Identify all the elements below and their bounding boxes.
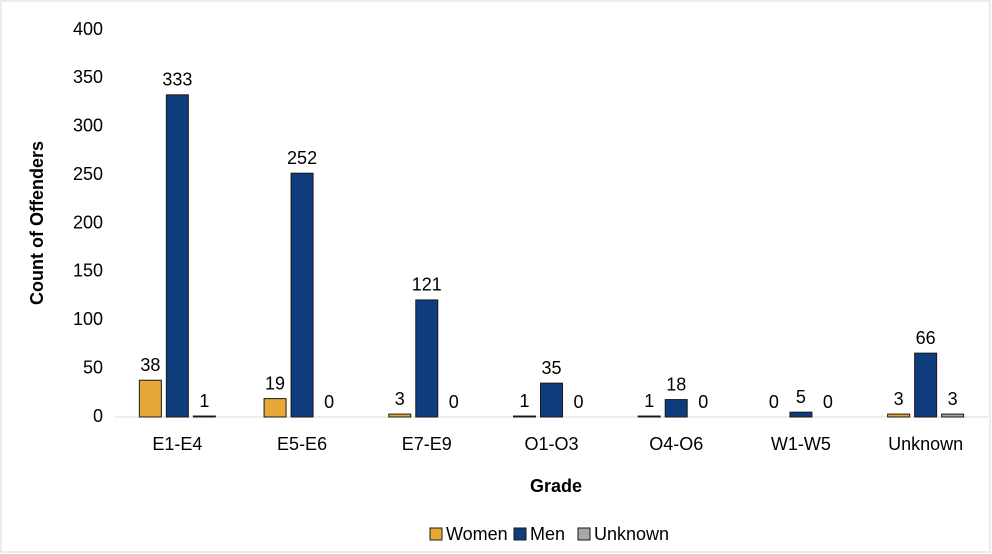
data-label: 1 [519,391,529,411]
data-label: 35 [541,358,561,378]
data-label: 66 [916,328,936,348]
data-label: 1 [644,391,654,411]
x-tick-label: Unknown [888,434,963,454]
legend-label: Men [530,524,565,544]
legend-label: Unknown [594,524,669,544]
data-label: 3 [948,389,958,409]
x-tick-label: O4-O6 [649,434,703,454]
x-tick-label: E7-E9 [402,434,452,454]
y-tick-label: 100 [73,309,103,329]
x-tick-label: E1-E4 [152,434,202,454]
y-tick-label: 150 [73,261,103,281]
data-label: 5 [796,387,806,407]
data-label: 19 [265,373,285,393]
legend-swatch [513,527,527,541]
bar [165,94,189,418]
data-label: 18 [666,374,686,394]
bar [664,399,688,418]
data-label: 0 [324,392,334,412]
data-label: 0 [823,392,833,412]
data-label: 0 [769,392,779,412]
bar [887,413,911,418]
bar [941,413,965,418]
data-label: 121 [412,275,442,295]
y-tick-label: 400 [73,19,103,39]
x-tick-label: E5-E6 [277,434,327,454]
bar [637,415,661,418]
y-tick-label: 50 [83,357,103,377]
legend-swatch [429,527,443,541]
data-label: 0 [449,392,459,412]
x-tick-label: O1-O3 [524,434,578,454]
bar [789,411,813,418]
bar [263,398,287,418]
bar [192,415,216,418]
bar [138,379,162,418]
data-label: 1 [199,391,209,411]
legend-label: Women [446,524,508,544]
y-tick-label: 250 [73,164,103,184]
bar [415,299,439,418]
bar [914,352,938,418]
data-label: 38 [140,355,160,375]
data-label: 333 [162,70,192,90]
bar [513,415,536,418]
bar [540,382,563,418]
bar [290,172,314,418]
bar [388,413,412,418]
y-axis-label: Count of Offenders [27,141,47,305]
y-tick-label: 350 [73,67,103,87]
legend-swatch [577,527,591,541]
data-label: 0 [698,392,708,412]
data-label: 3 [395,389,405,409]
y-tick-label: 200 [73,212,103,232]
data-label: 0 [573,392,583,412]
data-label: 3 [894,389,904,409]
y-tick-label: 0 [93,406,103,426]
x-tick-label: W1-W5 [771,434,831,454]
data-label: 252 [287,148,317,168]
y-tick-label: 300 [73,116,103,136]
x-axis-label: Grade [530,476,582,496]
